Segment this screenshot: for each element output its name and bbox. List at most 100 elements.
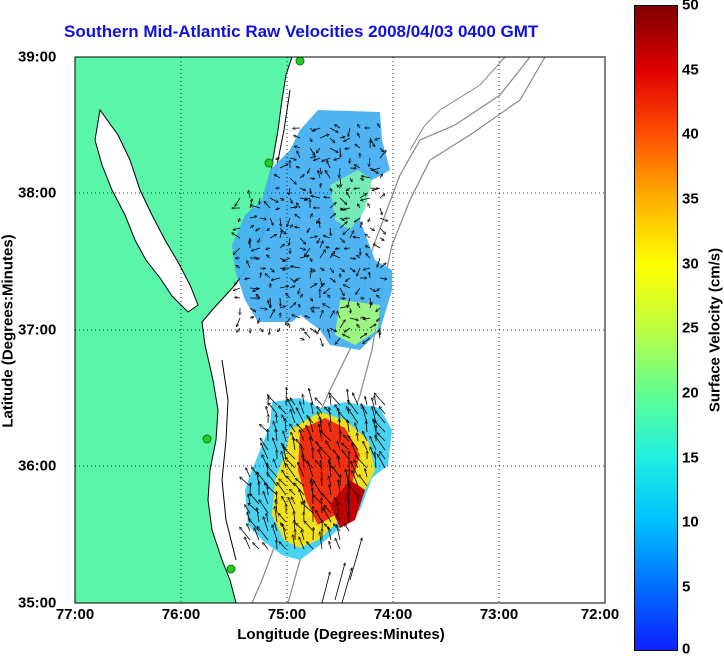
- y-tick-label: 36:00: [18, 457, 57, 475]
- velocity-vector: [313, 481, 323, 496]
- velocity-vector: [349, 317, 358, 320]
- velocity-vector: [379, 217, 388, 221]
- velocity-vector: [337, 185, 341, 189]
- velocity-vector: [328, 527, 332, 541]
- velocity-vector: [280, 217, 281, 226]
- velocity-vector: [379, 263, 386, 269]
- velocity-vector: [256, 227, 261, 231]
- velocity-vector: [377, 257, 381, 267]
- velocity-vector: [349, 538, 362, 581]
- velocity-vector: [289, 489, 296, 496]
- velocity-vector: [309, 418, 314, 433]
- y-tick-label: 39:00: [18, 48, 57, 66]
- velocity-vector: [334, 498, 341, 505]
- velocity-vector: [350, 307, 351, 313]
- velocity-vector: [364, 318, 371, 319]
- velocity-vector: [366, 254, 371, 259]
- plot-frame: [74, 56, 606, 604]
- velocity-vector: [296, 408, 305, 424]
- velocity-vector: [379, 278, 387, 279]
- velocity-vector: [285, 418, 286, 433]
- velocity-vector: [374, 393, 386, 406]
- velocity-vector: [349, 231, 354, 239]
- velocity-vector: [375, 411, 386, 424]
- velocity-vector: [297, 424, 305, 433]
- velocity-vector: [299, 338, 304, 340]
- velocity-vector: [339, 217, 344, 221]
- velocity-vector: [274, 174, 281, 179]
- velocity-vector: [318, 450, 323, 460]
- velocity-vector: [289, 303, 296, 309]
- velocity-vector: [274, 523, 278, 532]
- velocity-vector: [376, 295, 381, 299]
- velocity-vector: [249, 216, 257, 218]
- velocity-vector: [379, 238, 384, 241]
- velocity-vector: [339, 306, 349, 309]
- velocity-vector: [282, 496, 287, 505]
- velocity-vector: [329, 327, 337, 332]
- velocity-vector: [267, 255, 271, 259]
- radar-station: [202, 434, 212, 444]
- velocity-vector: [269, 267, 274, 272]
- velocity-vector: [294, 135, 301, 139]
- velocity-vector: [304, 521, 314, 532]
- velocity-vector: [322, 498, 323, 514]
- velocity-vector: [309, 284, 317, 289]
- velocity-vector: [277, 540, 278, 550]
- velocity-vector: [310, 137, 312, 142]
- velocity-vector: [329, 485, 332, 496]
- velocity-vector: [339, 137, 345, 138]
- velocity-vector: [358, 124, 360, 129]
- velocity-vector: [313, 527, 314, 541]
- velocity-vector: [290, 424, 296, 433]
- velocity-vector: [285, 458, 296, 469]
- velocity-vector: [365, 234, 371, 239]
- velocity-vector: [299, 175, 304, 179]
- velocity-vector: [240, 477, 251, 487]
- velocity-vector: [279, 198, 284, 200]
- velocity-vector: [340, 207, 351, 210]
- velocity-vector: [329, 267, 334, 273]
- velocity-vector: [348, 400, 359, 415]
- velocity-vector: [295, 227, 301, 228]
- velocity-vector: [304, 197, 311, 200]
- velocity-vector: [319, 241, 323, 249]
- velocity-vector: [269, 217, 273, 225]
- velocity-vector: [297, 462, 305, 478]
- velocity-vector: [325, 170, 331, 179]
- velocity-vector: [329, 541, 332, 550]
- velocity-vector: [309, 307, 314, 312]
- velocity-vector: [269, 309, 275, 319]
- velocity-vector: [317, 406, 323, 415]
- colorbar-tick: 40: [682, 125, 699, 143]
- velocity-vector: [299, 237, 306, 244]
- velocity-vector: [269, 234, 277, 239]
- velocity-vector: [249, 288, 259, 289]
- velocity-vector: [328, 329, 331, 339]
- velocity-vector: [351, 461, 359, 478]
- velocity-vector: [366, 421, 367, 433]
- velocity-vector: [377, 433, 386, 442]
- velocity-vector: [357, 255, 361, 259]
- velocity-vector: [330, 227, 331, 236]
- velocity-vector: [309, 388, 314, 406]
- velocity-vector: [285, 317, 291, 325]
- velocity-vector: [298, 287, 300, 294]
- velocity-vector: [329, 137, 335, 143]
- x-tick-label: 73:00: [479, 606, 519, 623]
- velocity-vector: [365, 469, 368, 478]
- velocity-vector: [357, 324, 361, 329]
- velocity-vector: [363, 268, 371, 270]
- velocity-vector: [323, 304, 331, 309]
- velocity-vector: [295, 277, 301, 281]
- velocity-vector: [363, 337, 371, 344]
- colorbar-tick: 15: [682, 449, 699, 467]
- velocity-vector: [289, 187, 290, 195]
- velocity-vector: [309, 327, 316, 332]
- velocity-vector: [326, 247, 331, 248]
- velocity-vector: [290, 398, 296, 406]
- velocity-vector: [369, 287, 376, 292]
- velocity-vector: [263, 517, 269, 532]
- velocity-vector: [279, 164, 288, 169]
